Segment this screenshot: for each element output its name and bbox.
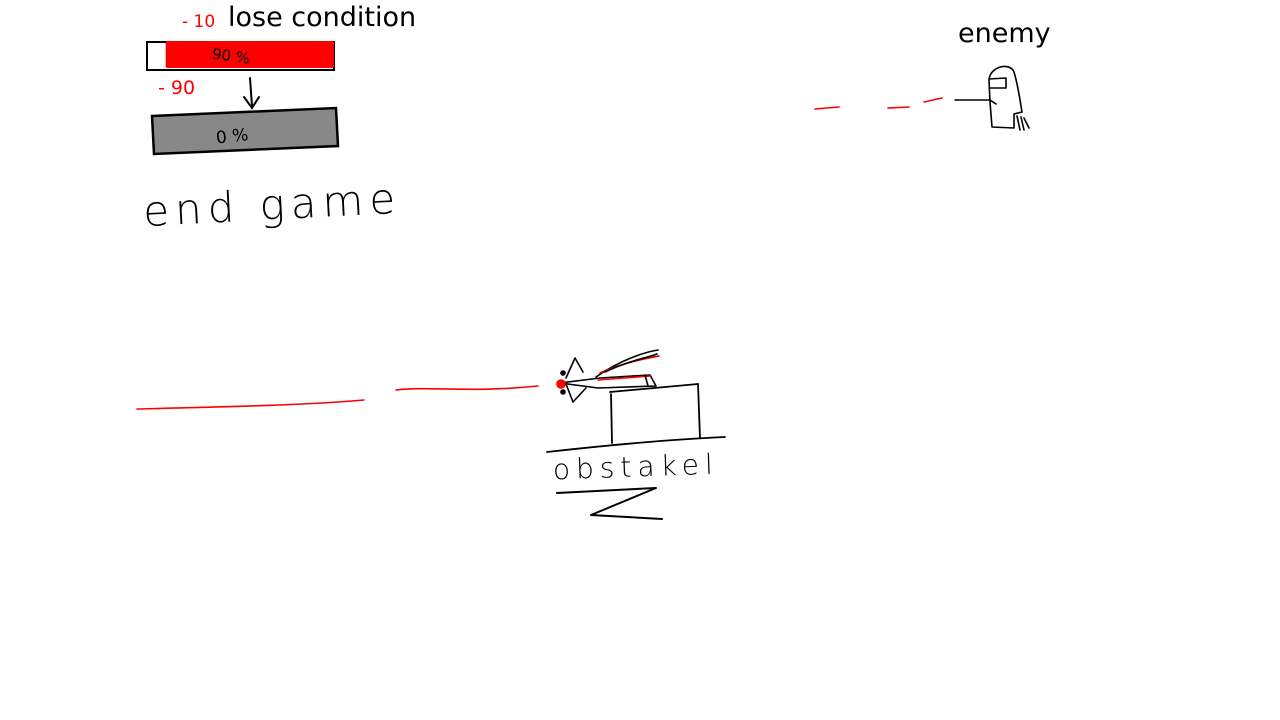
- health-bar-empty: 0 %: [150, 106, 340, 156]
- empty-bar-percent: 0 %: [215, 125, 249, 148]
- player-bullet-trail: [136, 385, 539, 410]
- down-arrow-icon: [243, 77, 260, 110]
- obstacle-label: obstakel: [552, 448, 719, 487]
- enemy-title: enemy: [958, 18, 1051, 49]
- lose-condition-title: lose condition: [228, 2, 417, 33]
- damage-label-bottom: - 90: [158, 77, 195, 99]
- damage-label-top: - 10: [182, 12, 215, 32]
- obstacle-block: [546, 383, 726, 453]
- health-bar-percent: 90 %: [211, 45, 251, 68]
- enemy-bullet-trail: [814, 97, 943, 110]
- health-bar-full: 90 %: [146, 41, 335, 71]
- end-game-label: end game: [142, 174, 402, 236]
- player-plane: [556, 349, 660, 403]
- enemy-figure: [954, 65, 1030, 131]
- scribble-mark: [556, 487, 663, 520]
- health-bar-fill: [165, 41, 334, 68]
